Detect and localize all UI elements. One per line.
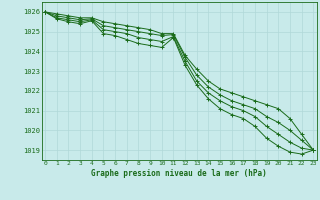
- X-axis label: Graphe pression niveau de la mer (hPa): Graphe pression niveau de la mer (hPa): [91, 169, 267, 178]
